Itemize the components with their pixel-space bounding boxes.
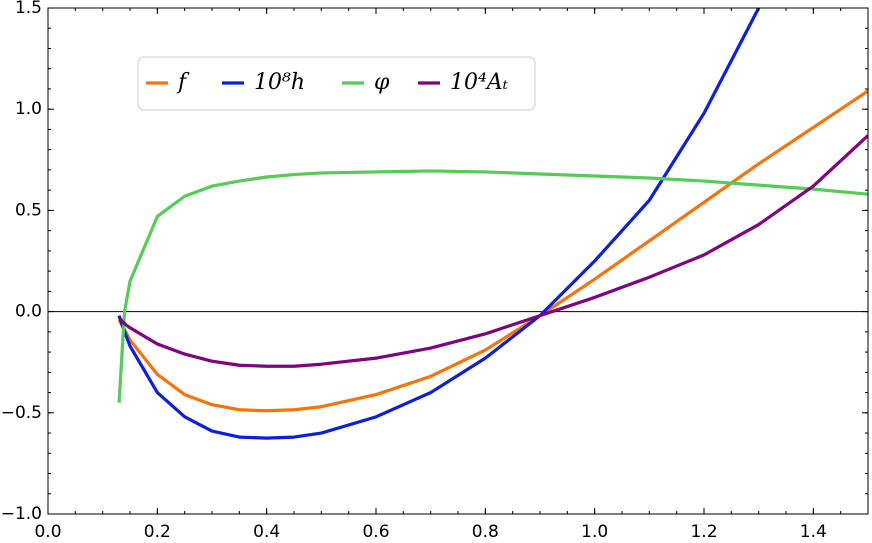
- y-tick-label: 0.5: [15, 200, 42, 220]
- legend-label: 10⁸h: [254, 70, 305, 95]
- x-tick-label: 1.4: [800, 522, 827, 542]
- y-tick-label: 0.0: [15, 302, 42, 322]
- x-tick-label: 0.8: [472, 522, 499, 542]
- y-tick-label: −0.5: [1, 403, 42, 423]
- y-tick-label: 1.5: [15, 0, 42, 18]
- x-tick-label: 0.6: [362, 522, 389, 542]
- x-tick-label: 0.2: [144, 522, 171, 542]
- series-line: [117, 8, 761, 440]
- series-line: [117, 134, 868, 368]
- x-tick-label: 0.0: [34, 522, 61, 542]
- legend-label: φ: [374, 70, 390, 95]
- legend-label: 10⁴Aₜ: [450, 70, 509, 95]
- y-tick-label: 1.0: [15, 99, 42, 119]
- x-tick-label: 1.0: [581, 522, 608, 542]
- x-tick-label: 0.4: [253, 522, 280, 542]
- plot-area: [48, 8, 868, 440]
- series-line: [117, 89, 868, 413]
- legend: [137, 56, 536, 111]
- x-tick-label: 1.2: [690, 522, 717, 542]
- series-line: [117, 169, 868, 403]
- y-tick-label: −1.0: [1, 504, 42, 524]
